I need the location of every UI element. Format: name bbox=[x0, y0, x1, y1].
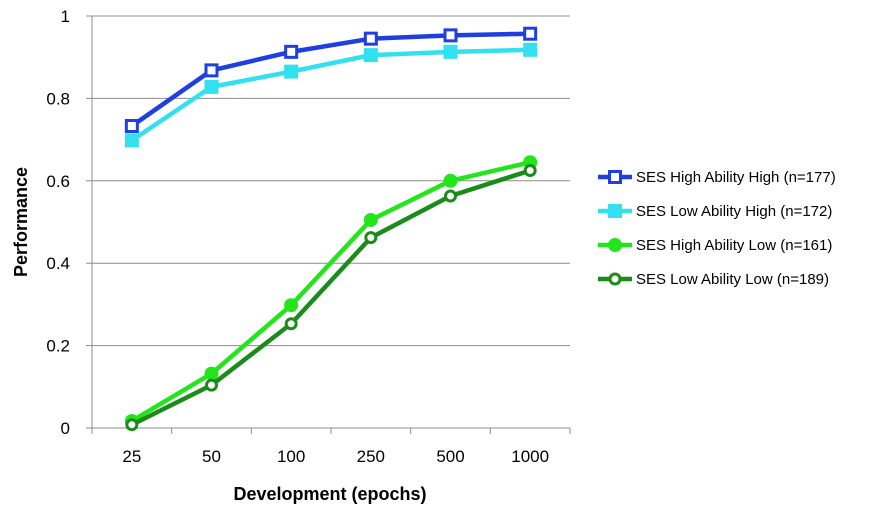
x-tick-label: 50 bbox=[202, 447, 221, 466]
legend-item: SES High Ability Low (n=161) bbox=[598, 237, 832, 254]
data-point bbox=[444, 189, 457, 203]
x-tick-label: 100 bbox=[277, 447, 305, 466]
legend-marker bbox=[608, 204, 622, 218]
x-tick-label: 1000 bbox=[511, 447, 549, 466]
y-tick-label: 0.2 bbox=[46, 337, 70, 356]
legend-label: SES Low Ability High (n=172) bbox=[636, 203, 832, 220]
data-point bbox=[443, 44, 458, 59]
legend-item: SES Low Ability High (n=172) bbox=[598, 203, 832, 220]
data-point bbox=[284, 64, 299, 79]
data-point bbox=[284, 44, 299, 59]
data-point bbox=[443, 173, 458, 188]
series-1 bbox=[124, 26, 538, 134]
series-line bbox=[130, 168, 531, 427]
legend: SES High Ability High (n=177) SES Low Abi… bbox=[598, 169, 836, 288]
x-axis-title: Development (epochs) bbox=[233, 484, 426, 504]
legend-item: SES High Ability High (n=177) bbox=[598, 169, 836, 186]
legend-marker bbox=[608, 238, 622, 252]
y-tick-label: 0.4 bbox=[46, 254, 70, 273]
y-tick-label: 0.6 bbox=[46, 172, 70, 191]
series-line bbox=[130, 31, 531, 128]
legend-label: SES High Ability High (n=177) bbox=[636, 169, 836, 186]
data-point bbox=[363, 31, 378, 46]
axes bbox=[91, 16, 570, 429]
data-point bbox=[204, 366, 219, 381]
series-line bbox=[130, 160, 531, 423]
series-3 bbox=[124, 155, 538, 428]
data-point bbox=[523, 164, 537, 177]
series-2 bbox=[124, 42, 538, 148]
legend-item: SES Low Ability Low (n=189) bbox=[598, 271, 829, 288]
series-line bbox=[130, 47, 531, 143]
data-point bbox=[523, 42, 538, 57]
legend-label: SES Low Ability Low (n=189) bbox=[636, 271, 829, 288]
data-point bbox=[443, 28, 458, 43]
series-4 bbox=[125, 164, 537, 432]
x-tick-label: 250 bbox=[357, 447, 385, 466]
data-point bbox=[124, 133, 139, 148]
data-point bbox=[124, 119, 139, 134]
y-tick-label: 1 bbox=[61, 7, 70, 26]
legend-label: SES High Ability Low (n=161) bbox=[636, 237, 832, 254]
x-tick-label: 25 bbox=[122, 447, 141, 466]
data-point bbox=[125, 418, 139, 432]
data-point bbox=[284, 298, 299, 313]
data-point bbox=[363, 48, 378, 63]
data-point bbox=[205, 378, 218, 392]
data-point bbox=[204, 79, 219, 94]
data-point bbox=[204, 63, 219, 78]
x-tick-label: 500 bbox=[436, 447, 464, 466]
data-point bbox=[523, 26, 538, 41]
data-point bbox=[363, 212, 378, 227]
y-tick-label: 0 bbox=[61, 419, 70, 438]
x-axis-ticks: 25 50 100 250 500 1000 bbox=[91, 428, 571, 466]
data-point bbox=[284, 317, 298, 331]
y-tick-label: 0.8 bbox=[46, 89, 70, 108]
y-axis-ticks: 0 0.2 0.4 0.6 0.8 1 bbox=[46, 7, 92, 438]
data-point bbox=[364, 231, 378, 245]
legend-marker bbox=[608, 170, 622, 184]
series-group bbox=[124, 26, 538, 432]
legend-marker bbox=[608, 272, 622, 286]
y-axis-title: Performance bbox=[11, 167, 31, 277]
